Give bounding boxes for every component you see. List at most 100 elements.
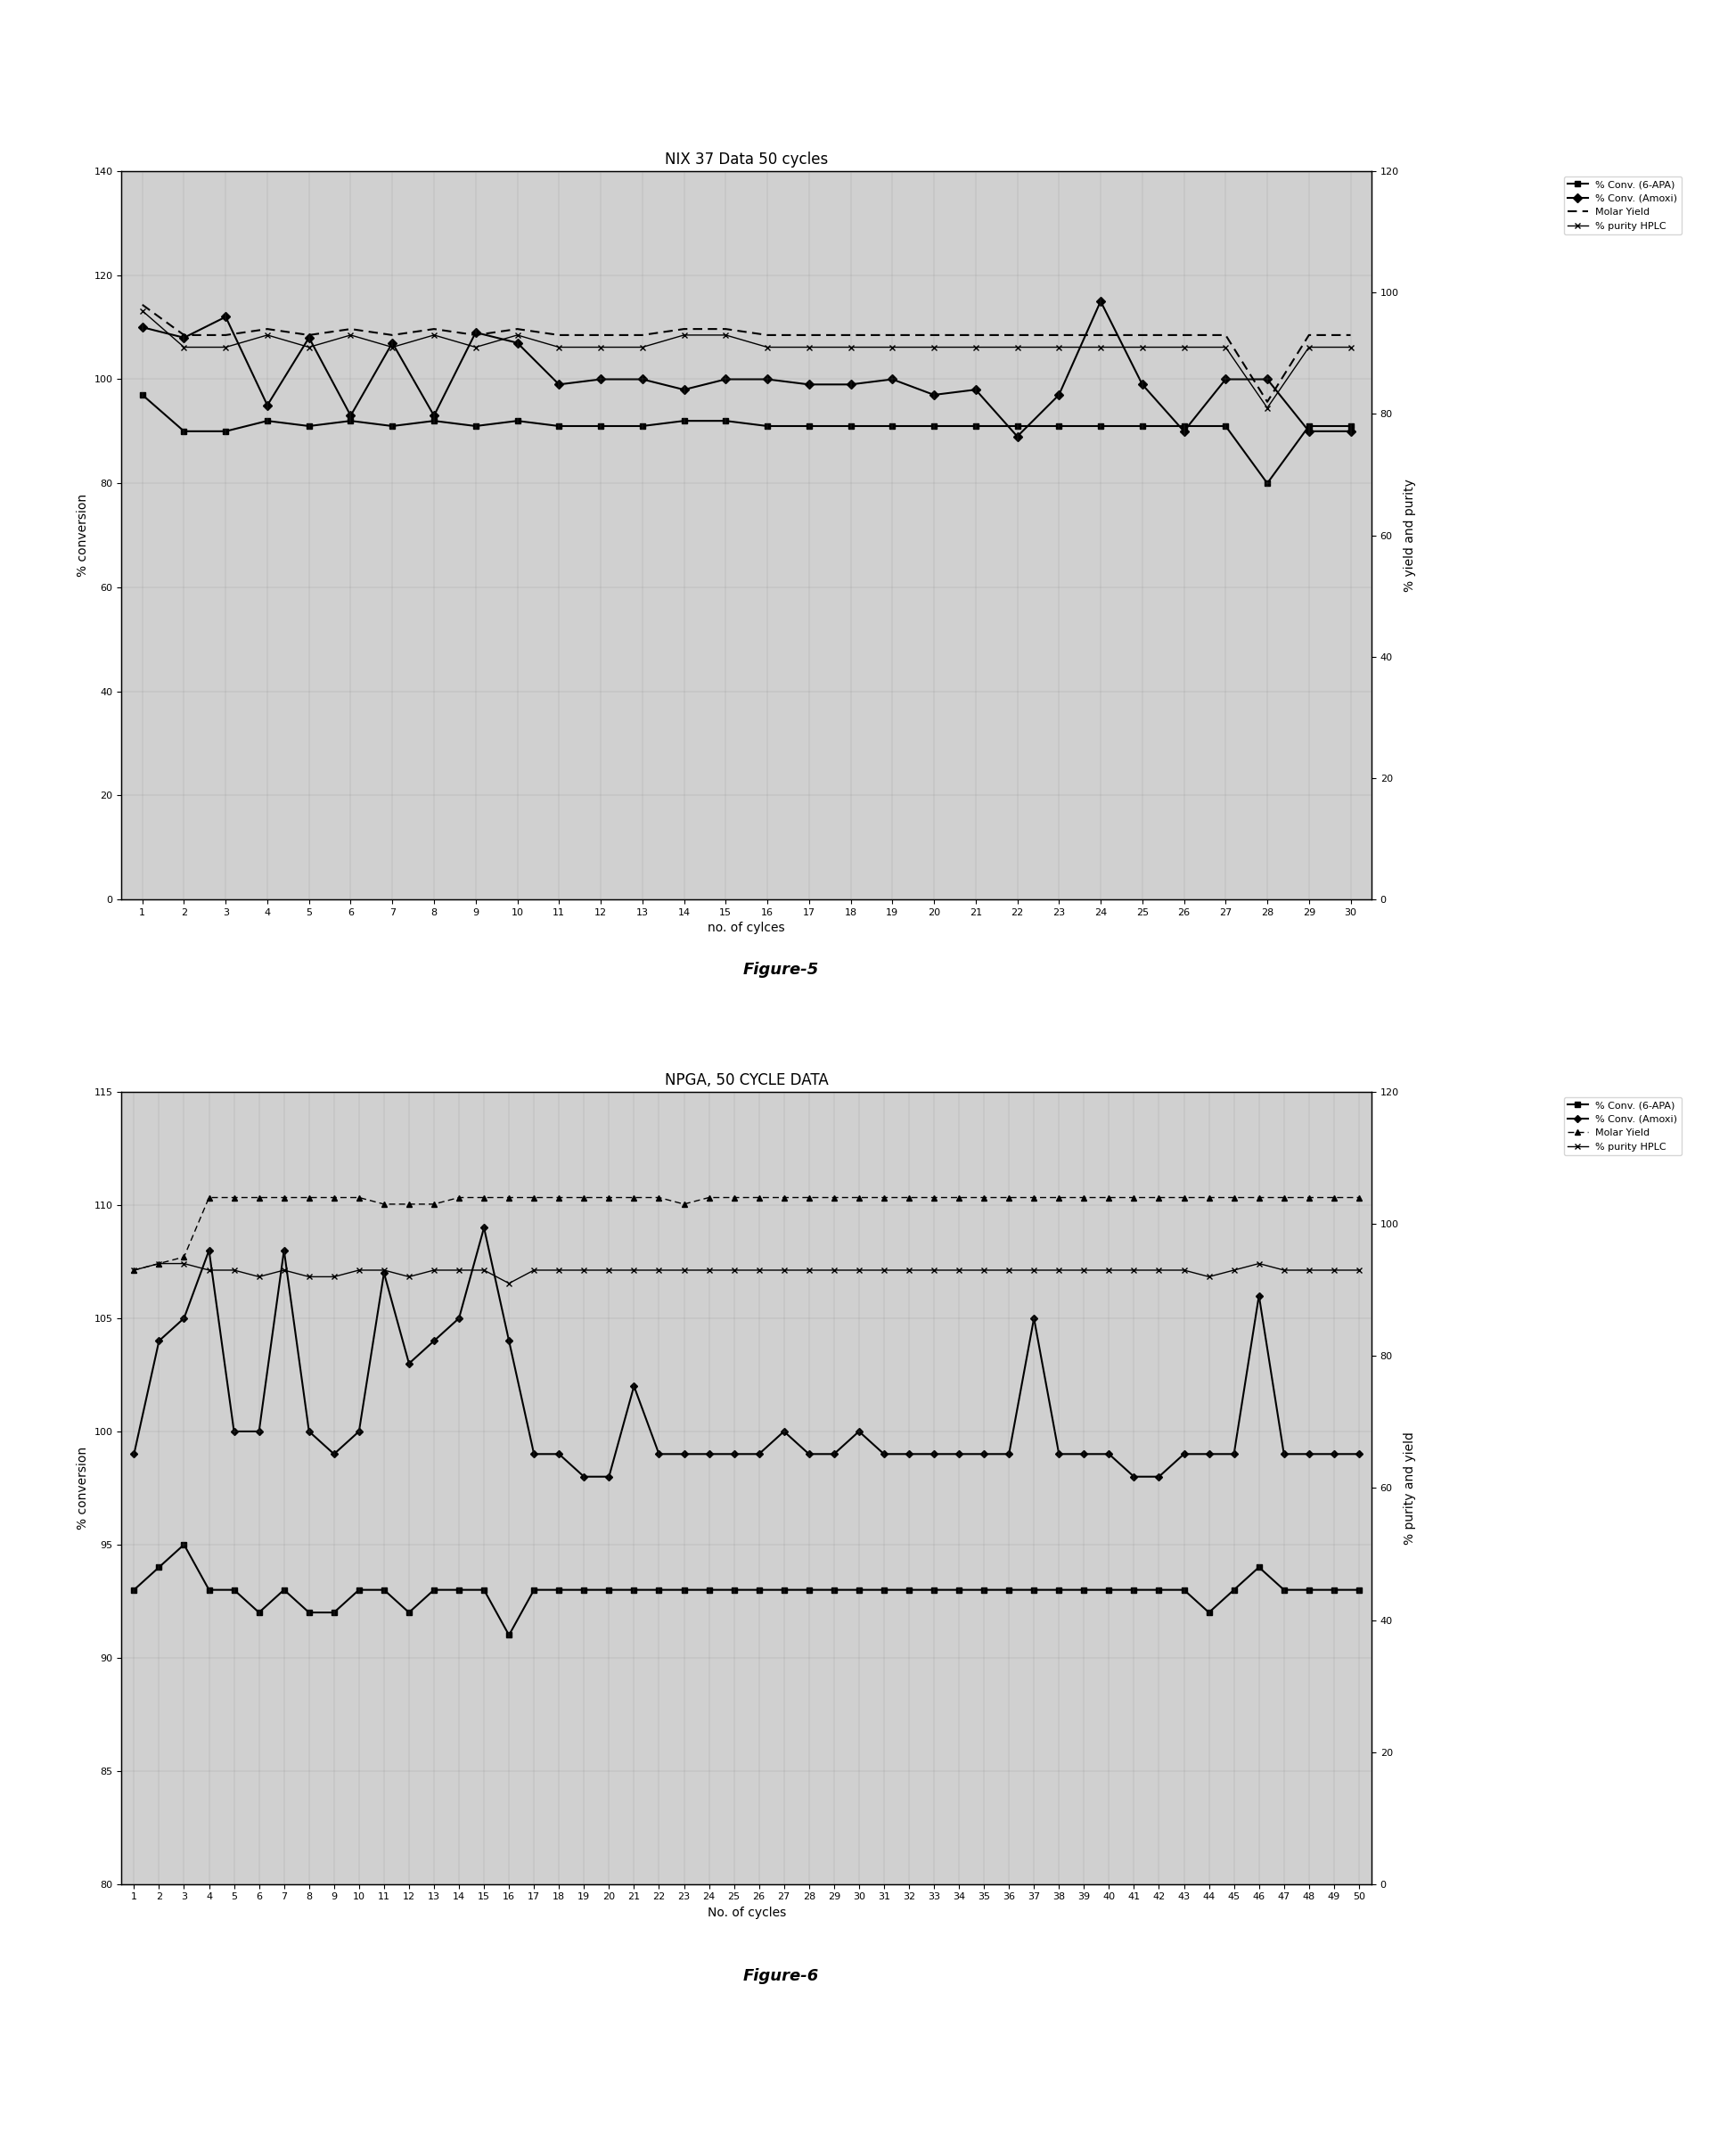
Molar Yield xyxy=(1248,1184,1269,1210)
Text: Figure-6: Figure-6 xyxy=(743,1968,819,1985)
% purity HPLC xyxy=(965,334,986,360)
% purity HPLC xyxy=(274,1257,295,1282)
% Conv. (Amoxi) xyxy=(549,1441,569,1467)
% Conv. (Amoxi) xyxy=(1123,1464,1144,1490)
% Conv. (6-APA) xyxy=(507,409,528,435)
% Conv. (6-APA) xyxy=(549,413,569,439)
% Conv. (6-APA) xyxy=(1323,1578,1344,1604)
Molar Yield xyxy=(524,1184,545,1210)
% Conv. (Amoxi) xyxy=(1132,373,1153,398)
Molar Yield xyxy=(1049,1184,1069,1210)
Molar Yield xyxy=(674,317,694,343)
% purity HPLC xyxy=(549,1257,569,1282)
% Conv. (Amoxi) xyxy=(123,1441,144,1467)
Text: Figure-5: Figure-5 xyxy=(743,961,819,978)
Molar Yield xyxy=(340,317,361,343)
Molar Yield xyxy=(573,1184,594,1210)
Molar Yield xyxy=(1299,1184,1319,1210)
% Conv. (Amoxi) xyxy=(1215,366,1236,392)
% Conv. (Amoxi) xyxy=(1099,1441,1120,1467)
% Conv. (Amoxi) xyxy=(698,1441,719,1467)
% purity HPLC xyxy=(573,1257,594,1282)
% purity HPLC xyxy=(1049,334,1069,360)
% Conv. (6-APA) xyxy=(224,1578,245,1604)
Line: % Conv. (Amoxi): % Conv. (Amoxi) xyxy=(139,298,1354,439)
% purity HPLC xyxy=(174,334,194,360)
% purity HPLC xyxy=(349,1257,370,1282)
Molar Yield xyxy=(632,323,653,349)
% Conv. (Amoxi) xyxy=(924,381,944,407)
% Conv. (6-APA) xyxy=(1090,413,1111,439)
% Conv. (Amoxi) xyxy=(373,1261,394,1287)
% purity HPLC xyxy=(774,1257,795,1282)
% purity HPLC xyxy=(924,1257,944,1282)
% purity HPLC xyxy=(198,1257,219,1282)
% Conv. (Amoxi) xyxy=(1073,1441,1094,1467)
% Conv. (Amoxi) xyxy=(799,373,819,398)
Molar Yield xyxy=(549,323,569,349)
% purity HPLC xyxy=(448,1257,469,1282)
% Conv. (6-APA) xyxy=(674,1578,694,1604)
% purity HPLC xyxy=(599,1257,620,1282)
% Conv. (6-APA) xyxy=(198,1578,219,1604)
Molar Yield xyxy=(748,1184,769,1210)
% Conv. (Amoxi) xyxy=(340,403,361,428)
% purity HPLC xyxy=(1174,1257,1194,1282)
% Conv. (6-APA) xyxy=(382,413,403,439)
Y-axis label: % purity and yield: % purity and yield xyxy=(1404,1432,1417,1544)
% purity HPLC xyxy=(524,1257,545,1282)
X-axis label: No. of cycles: No. of cycles xyxy=(707,1908,786,1918)
% purity HPLC xyxy=(224,1257,245,1282)
% Conv. (6-APA) xyxy=(1007,413,1028,439)
% Conv. (Amoxi) xyxy=(274,1237,295,1263)
Molar Yield xyxy=(823,1184,844,1210)
% Conv. (6-APA) xyxy=(1123,1578,1144,1604)
Molar Yield xyxy=(174,323,194,349)
Molar Yield xyxy=(399,1190,420,1216)
% purity HPLC xyxy=(840,334,861,360)
Molar Yield xyxy=(274,1184,295,1210)
Y-axis label: % conversion: % conversion xyxy=(76,495,89,576)
Molar Yield xyxy=(1299,323,1319,349)
Molar Yield xyxy=(799,323,819,349)
% purity HPLC xyxy=(323,1263,344,1289)
% Conv. (6-APA) xyxy=(215,417,236,443)
Molar Yield xyxy=(948,1184,969,1210)
Legend: % Conv. (6-APA), % Conv. (Amoxi), Molar Yield, % purity HPLC: % Conv. (6-APA), % Conv. (Amoxi), Molar … xyxy=(1564,1096,1682,1156)
% Conv. (Amoxi) xyxy=(248,1419,269,1445)
% purity HPLC xyxy=(849,1257,870,1282)
% Conv. (6-APA) xyxy=(498,1623,519,1649)
% Conv. (6-APA) xyxy=(649,1578,670,1604)
% Conv. (6-APA) xyxy=(524,1578,545,1604)
% purity HPLC xyxy=(299,1263,319,1289)
% purity HPLC xyxy=(1224,1257,1245,1282)
% purity HPLC xyxy=(549,334,569,360)
% purity HPLC xyxy=(924,334,944,360)
% Conv. (Amoxi) xyxy=(1248,1282,1269,1308)
% purity HPLC xyxy=(998,1257,1019,1282)
% purity HPLC xyxy=(623,1257,644,1282)
% Conv. (Amoxi) xyxy=(1224,1441,1245,1467)
Molar Yield xyxy=(1049,323,1069,349)
Molar Yield xyxy=(1132,323,1153,349)
% purity HPLC xyxy=(715,323,736,349)
Molar Yield xyxy=(224,1184,245,1210)
% Conv. (Amoxi) xyxy=(549,373,569,398)
% Conv. (6-APA) xyxy=(924,1578,944,1604)
% Conv. (6-APA) xyxy=(674,409,694,435)
Molar Yield xyxy=(465,323,486,349)
Molar Yield xyxy=(799,1184,819,1210)
Molar Yield xyxy=(323,1184,344,1210)
Molar Yield xyxy=(623,1184,644,1210)
Y-axis label: % yield and purity: % yield and purity xyxy=(1404,480,1417,591)
Molar Yield xyxy=(873,1184,894,1210)
Molar Yield xyxy=(498,1184,519,1210)
Title: NPGA, 50 CYCLE DATA: NPGA, 50 CYCLE DATA xyxy=(665,1073,828,1088)
Molar Yield xyxy=(1174,323,1194,349)
% Conv. (Amoxi) xyxy=(632,366,653,392)
% purity HPLC xyxy=(399,1263,420,1289)
% Conv. (Amoxi) xyxy=(1024,1306,1045,1332)
% purity HPLC xyxy=(1323,1257,1344,1282)
% Conv. (Amoxi) xyxy=(948,1441,969,1467)
% Conv. (6-APA) xyxy=(1174,1578,1194,1604)
